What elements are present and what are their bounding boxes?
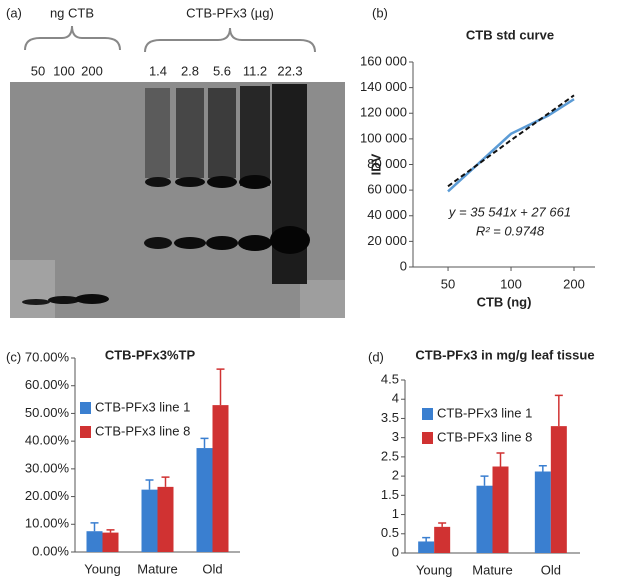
bar	[157, 486, 174, 552]
y-tick-label: 20 000	[367, 233, 407, 248]
y-tick-label: 140 000	[360, 79, 407, 94]
legend-label: CTB-PFx3 line 1	[95, 399, 190, 414]
lane-label: 2.8	[181, 63, 199, 78]
bar	[418, 541, 435, 553]
legend-swatch	[80, 402, 91, 414]
x-tick-label: Mature	[472, 562, 512, 577]
x-tick-label: Old	[202, 561, 222, 576]
error-bar	[90, 522, 99, 532]
bar	[102, 532, 119, 552]
x-tick-label: 50	[441, 276, 455, 291]
legend-label: CTB-PFx3 line 8	[437, 429, 532, 444]
y-tick-label: 4	[392, 391, 399, 406]
error-bar	[422, 536, 431, 542]
y-tick-label: 1	[392, 506, 399, 521]
y-tick-label: 40.00%	[25, 433, 70, 448]
y-tick-label: 0	[400, 258, 407, 273]
y-tick-label: 0	[392, 544, 399, 559]
chart-title: CTB-PFx3 in mg/g leaf tissue	[415, 347, 594, 362]
brace	[24, 25, 121, 51]
x-tick-label: Mature	[137, 561, 177, 576]
x-tick-label: Young	[416, 562, 452, 577]
error-bar	[480, 475, 489, 486]
y-tick-label: 30.00%	[25, 460, 70, 475]
legend-label: CTB-PFx3 line 8	[95, 423, 190, 438]
bar	[550, 426, 567, 553]
y-tick-label: 0.5	[381, 525, 399, 540]
legend-swatch	[422, 432, 433, 444]
panel-label: (d)	[368, 349, 384, 364]
y-tick-label: 3	[392, 429, 399, 444]
blot-image	[10, 82, 345, 318]
x-tick-label: 100	[500, 276, 522, 291]
group-label: ng CTB	[50, 5, 94, 20]
y-tick-label: 100 000	[360, 130, 407, 145]
bar	[212, 405, 229, 552]
y-axis-label: IDV	[368, 153, 383, 175]
bar	[196, 448, 213, 552]
y-tick-label: 40 000	[367, 207, 407, 222]
y-tick-label: 120 000	[360, 105, 407, 120]
error-bar	[106, 529, 115, 533]
x-tick-label: Old	[541, 562, 561, 577]
legend-label: CTB-PFx3 line 1	[437, 405, 532, 420]
chart-title: CTB std curve	[466, 27, 554, 42]
y-tick-label: 2	[392, 468, 399, 483]
lane-label: 1.4	[149, 63, 167, 78]
data-line	[447, 98, 575, 193]
chart-title: CTB-PFx3%TP	[105, 347, 196, 362]
error-bar	[200, 437, 209, 449]
x-axis-label: CTB (ng)	[477, 294, 532, 309]
y-tick-label: 70.00%	[25, 349, 70, 364]
group-label: CTB-PFx3 (µg)	[186, 5, 274, 20]
y-tick-label: 20.00%	[25, 488, 70, 503]
error-bar	[554, 394, 563, 427]
bar	[476, 485, 493, 553]
y-tick-label: 4.5	[381, 371, 399, 386]
lane-label: 11.2	[243, 63, 267, 78]
y-tick-label: 60 000	[367, 182, 407, 197]
x-tick-label: Young	[84, 561, 120, 576]
legend-swatch	[80, 426, 91, 438]
error-bar	[145, 479, 154, 490]
y-tick-label: 3.5	[381, 410, 399, 425]
y-tick-label: 0.00%	[32, 543, 69, 558]
error-bar	[216, 368, 225, 406]
panel-label: (b)	[372, 5, 388, 20]
error-bar	[538, 464, 547, 472]
y-tick-label: 2.5	[381, 448, 399, 463]
x-tick-label: 200	[563, 276, 585, 291]
y-tick-label: 80 000	[367, 156, 407, 171]
y-tick-label: 1.5	[381, 487, 399, 502]
error-bar	[438, 522, 447, 527]
bar	[534, 471, 551, 553]
lane-label: 100	[53, 63, 75, 78]
panel-label: (a)	[6, 5, 22, 20]
error-bar	[161, 476, 170, 487]
error-bar	[496, 452, 505, 467]
y-tick-label: 160 000	[360, 53, 407, 68]
bar	[434, 526, 451, 553]
y-tick-label: 10.00%	[25, 516, 70, 531]
legend-swatch	[422, 408, 433, 420]
annotation: R² = 0.9748	[476, 223, 545, 238]
lane-label: 22.3	[277, 63, 302, 78]
brace	[144, 27, 316, 53]
annotation: y = 35 541x + 27 661	[448, 204, 571, 219]
lane-label: 5.6	[213, 63, 231, 78]
y-tick-label: 60.00%	[25, 377, 70, 392]
y-tick-label: 50.00%	[25, 405, 70, 420]
bar	[86, 531, 103, 552]
bar	[492, 466, 509, 553]
lane-label: 50	[31, 63, 45, 78]
panel-label: (c)	[6, 349, 21, 364]
lane-label: 200	[81, 63, 103, 78]
bar	[141, 489, 158, 552]
fit-line	[447, 94, 575, 188]
